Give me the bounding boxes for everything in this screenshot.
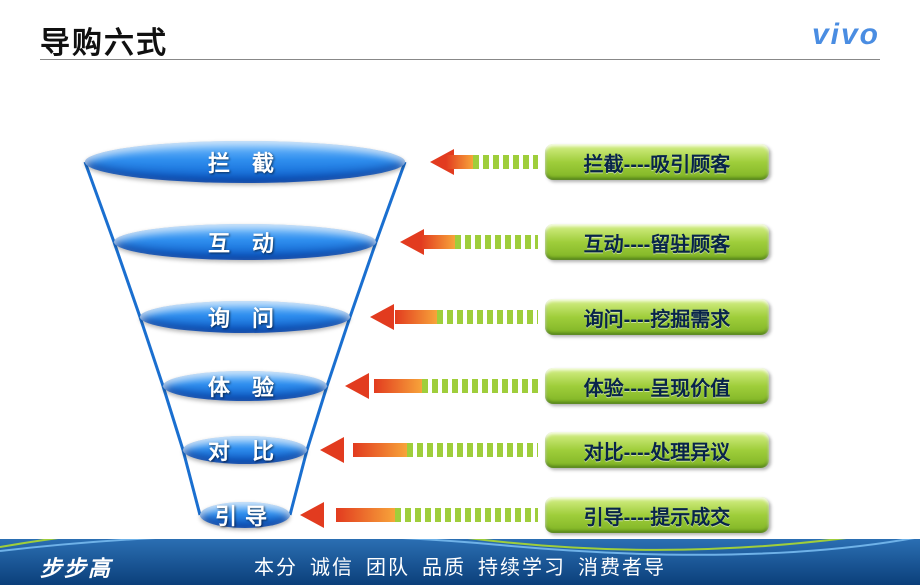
footer-value: 本分 [254, 557, 298, 579]
funnel-step-label: 询 问 [208, 301, 282, 333]
slide-footer: 步步高 本分诚信团队品质持续学习消费者导 [0, 539, 920, 585]
funnel-step: 对 比 [183, 436, 307, 464]
arrow-icon [345, 373, 538, 399]
funnel-step: 询 问 [140, 301, 350, 333]
funnel-step: 拦 截 [85, 141, 405, 183]
footer-value: 消费者导 [578, 557, 666, 579]
funnel-step: 互 动 [114, 224, 376, 260]
arrow-icon [300, 502, 538, 528]
step-description-box: 询问----挖掘需求 [545, 299, 769, 335]
step-description-text: 询问----挖掘需求 [584, 303, 731, 332]
funnel-step-label: 拦 截 [208, 146, 282, 178]
funnel-step: 体 验 [163, 371, 327, 401]
step-description-text: 引导----提示成交 [584, 501, 731, 530]
step-description-box: 互动----留驻顾客 [545, 224, 769, 260]
footer-value: 持续学习 [478, 557, 566, 579]
step-description-text: 体验----呈现价值 [584, 372, 731, 401]
slide-title: 导购六式 [40, 18, 880, 62]
step-description-text: 对比----处理异议 [584, 436, 731, 465]
footer-value: 团队 [366, 557, 410, 579]
funnel-step-label: 互 动 [208, 226, 282, 258]
step-description-text: 互动----留驻顾客 [584, 228, 731, 257]
funnel-step: 引导 [200, 502, 290, 528]
funnel-step-label: 对 比 [208, 434, 282, 466]
footer-value: 诚信 [310, 557, 354, 579]
step-description-box: 对比----处理异议 [545, 432, 769, 468]
step-description-text: 拦截----吸引顾客 [584, 148, 731, 177]
arrow-icon [370, 304, 538, 330]
step-description-box: 体验----呈现价值 [545, 368, 769, 404]
arrow-icon [430, 149, 538, 175]
diagram-stage: 拦 截互 动询 问体 验对 比引导 拦截----吸引顾客互动----留驻顾客询问… [0, 60, 920, 535]
footer-values: 本分诚信团队品质持续学习消费者导 [0, 551, 920, 580]
vivo-logo-text: vivo [812, 18, 880, 51]
funnel-step-label: 引导 [215, 499, 275, 531]
slide-header: 导购六式 vivo [40, 18, 880, 60]
step-description-box: 引导----提示成交 [545, 497, 769, 533]
funnel-step-label: 体 验 [208, 370, 282, 402]
footer-value: 品质 [422, 557, 466, 579]
arrow-icon [320, 437, 538, 463]
arrow-icon [400, 229, 538, 255]
step-description-box: 拦截----吸引顾客 [545, 144, 769, 180]
vivo-logo: vivo [812, 18, 880, 52]
